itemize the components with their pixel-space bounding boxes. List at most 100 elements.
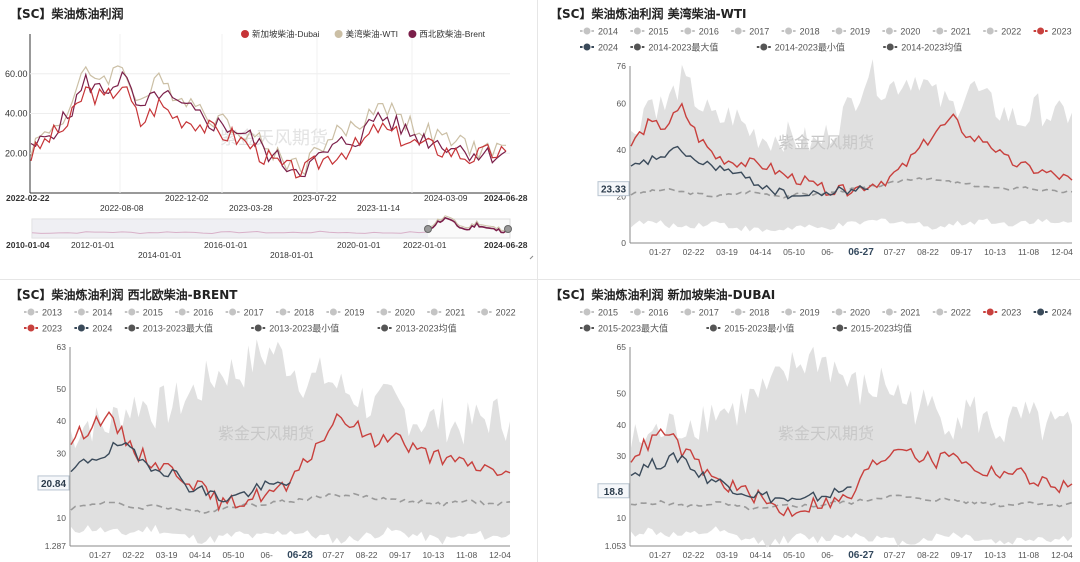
legend-item-marker [582,26,592,36]
chart-title: 【SC】柴油炼油利润 新加坡柴油-DUBAI [550,288,776,302]
legend-label: 西北欧柴油-Brent [419,29,485,39]
legend-marker [241,30,249,38]
y-tick-label: 10 [57,513,67,523]
x-tick-label: 01-27 [89,550,111,560]
series-line-1 [30,65,507,176]
legend-item-marker [759,42,769,52]
x-tick-label: 03-19 [716,550,738,560]
legend-item-label: 2015 [143,308,163,318]
x-tick-label: 05-10 [783,550,805,560]
navigator-label: 2012-01-01 [71,240,115,250]
navigator-handle-left[interactable] [424,225,432,233]
legend-item-marker [1036,26,1046,36]
legend-item-marker [76,323,86,333]
chart-title: 【SC】柴油炼油利润 西北欧柴油-BRENT [10,288,238,302]
legend-item-marker [177,307,187,317]
legend-item-label: 2017 [244,308,264,318]
navigator-history-line [31,230,429,235]
y-tick-label: 40 [617,420,627,430]
current-value-box [597,181,630,197]
series-2023-line [630,102,1073,197]
x-tick-label: 12-04 [1051,247,1073,257]
legend-item-marker [985,26,995,36]
legend-item-marker [380,323,390,333]
navigator-label: 2022-01-01 [403,240,447,250]
x-tick-label: 2022-02-22 [6,193,50,203]
legend-item-label: 2015 [648,27,668,37]
legend-item-marker [784,26,794,36]
legend-item-marker [582,307,592,317]
series-2023-line [70,410,511,513]
y-tick-label: 65 [617,342,627,352]
y-tick-label: 50 [57,384,67,394]
legend-item-label: 2016 [699,27,719,37]
x-tick-label: 09-17 [951,550,973,560]
navigator-label: 2018-01-01 [270,250,314,260]
legend-item-marker [935,26,945,36]
legend-label: 美湾柴油-WTI [346,29,398,39]
legend-item-label: 2015-2023最小值 [724,323,794,334]
x-tick-label: 10-13 [984,247,1006,257]
y-tick-label: 60.00 [5,69,28,79]
navigator-label: 2016-01-01 [204,240,248,250]
navigator-recent-line [427,216,507,234]
x-tick-label: 08-22 [356,550,378,560]
legend-item-label: 2021 [900,308,920,318]
x-tick-label: 2023-03-28 [229,203,273,213]
x-tick-label: 03-19 [716,247,738,257]
legend-item-label: 2023 [42,324,62,334]
legend-item-marker [884,307,894,317]
legend-item-marker [582,42,592,52]
x-tick-label: 06- [261,550,273,560]
x-tick-label: 2022-08-08 [100,203,144,213]
legend-item-marker [1036,307,1046,317]
current-value-box [597,483,630,499]
x-tick-label: 04-14 [750,550,772,560]
legend-item-marker [884,26,894,36]
x-tick-label: 07-27 [884,550,906,560]
x-tick-label: 08-22 [917,550,939,560]
legend-item-label: 2021 [445,308,465,318]
x-tick-label: 06- [821,550,833,560]
legend-item-label: 2018 [294,308,314,318]
watermark: 紫金天风期货 [220,128,328,149]
x-tick-label: 01-27 [649,550,671,560]
legend-item-marker [683,307,693,317]
navigator-mask [32,219,428,238]
legend-item-label: 2014-2023最大值 [648,42,718,53]
navigator-recent-line-2 [427,215,507,232]
legend-marker [334,30,343,38]
x-tick-label: 2024-06-28 [484,193,528,203]
legend-label: 新加坡柴油-Dubai [252,29,320,39]
legend-item-marker [228,307,238,317]
x-tick-label: 07-27 [322,550,344,560]
y-tick-label: 76 [617,61,627,71]
navigator-label: 2014-01-01 [138,250,182,260]
chart-svg-brent[interactable]: 2013 2014 2015 2016 2017 2018 2019 2020 2021 2022… [0,281,537,562]
highlight-tick-label: 06-27 [848,550,874,561]
watermark: 紫金天风期货 [778,424,874,443]
y-tick-label: 63 [57,342,67,352]
x-tick-label: 09-17 [389,550,411,560]
legend-item-marker [253,323,263,333]
legend-item-label: 2013-2023均值 [396,323,457,334]
legend-item-marker [708,323,718,333]
navigator-handle-right[interactable] [504,225,512,233]
legend-item-label: 2019 [850,27,870,37]
chart-title: 【SC】柴油炼油利润 [10,7,124,21]
legend-item-marker [632,26,642,36]
current-value-label: 20.84 [41,479,66,490]
legend-item-label: 2022 [951,308,971,318]
legend-item-label: 2019 [800,308,820,318]
x-tick-label: 10-13 [984,550,1006,560]
chart-svg-dubai[interactable]: 2015 2016 2017 2018 2019 2020 2021 2022 2023 2024… [540,281,1080,562]
chart-svg-wti[interactable]: 2014 2015 2016 2017 2018 2019 2020 2021 2022 2023… [540,0,1080,279]
chart-svg-combined[interactable]: 20.00 40.00 60.00 紫金天风期货 2022-02-22 2022-12-0… [0,0,537,279]
legend-item-marker [328,307,338,317]
legend-item-label: 2015-2023均值 [851,323,912,334]
legend-item-marker [835,323,845,333]
chart-title: 【SC】柴油炼油利润 美湾柴油-WTI [550,7,747,21]
legend-item-label: 2018 [800,27,820,37]
legend-item-marker [582,323,592,333]
y-tick-label: 60 [617,98,627,108]
